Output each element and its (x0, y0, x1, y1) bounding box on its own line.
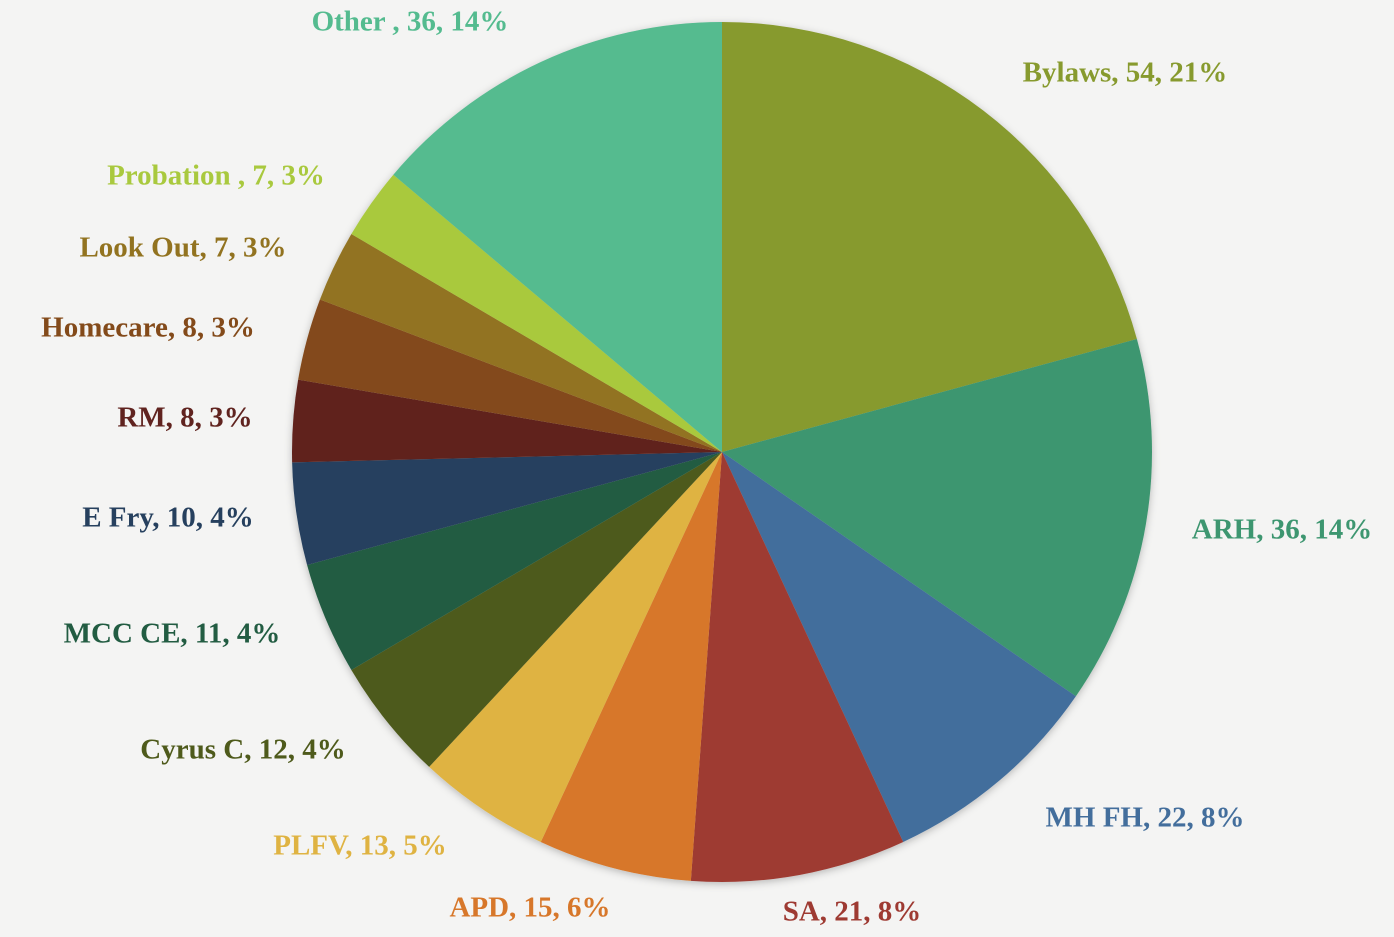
data-label: Bylaws, 54, 21% (1023, 57, 1228, 89)
pie-slice (690, 452, 904, 883)
data-label: Look Out, 7, 3% (79, 232, 286, 264)
data-label: Homecare, 8, 3% (41, 312, 255, 344)
data-label: SA, 21, 8% (783, 896, 922, 928)
pie-slice (722, 452, 1076, 842)
data-label: MCC CE, 11, 4% (64, 618, 281, 650)
data-label: PLFV, 13, 5% (273, 830, 446, 862)
data-label: Other , 36, 14% (312, 6, 509, 38)
pie-slice (351, 174, 722, 453)
pie-slice (292, 379, 722, 463)
pie-slice (292, 452, 722, 565)
data-label: MH FH, 22, 8% (1046, 802, 1245, 834)
data-label: E Fry, 10, 4% (82, 502, 254, 534)
pie-slice (540, 452, 722, 881)
pie-slice (429, 452, 722, 842)
pie-slice (722, 22, 1137, 452)
data-label: RM, 8, 3% (117, 402, 252, 434)
pie-slice (393, 21, 722, 452)
pie-slice (351, 452, 722, 767)
pie-slice (319, 234, 722, 452)
pie (292, 21, 1152, 883)
data-label: Cyrus C, 12, 4% (140, 734, 345, 766)
data-label: APD, 15, 6% (449, 892, 610, 924)
pie-slice (298, 299, 722, 452)
data-label: ARH, 36, 14% (1192, 514, 1372, 546)
data-label: Probation , 7, 3% (107, 160, 325, 192)
pie-slice (307, 452, 722, 670)
pie-slice (722, 339, 1152, 697)
